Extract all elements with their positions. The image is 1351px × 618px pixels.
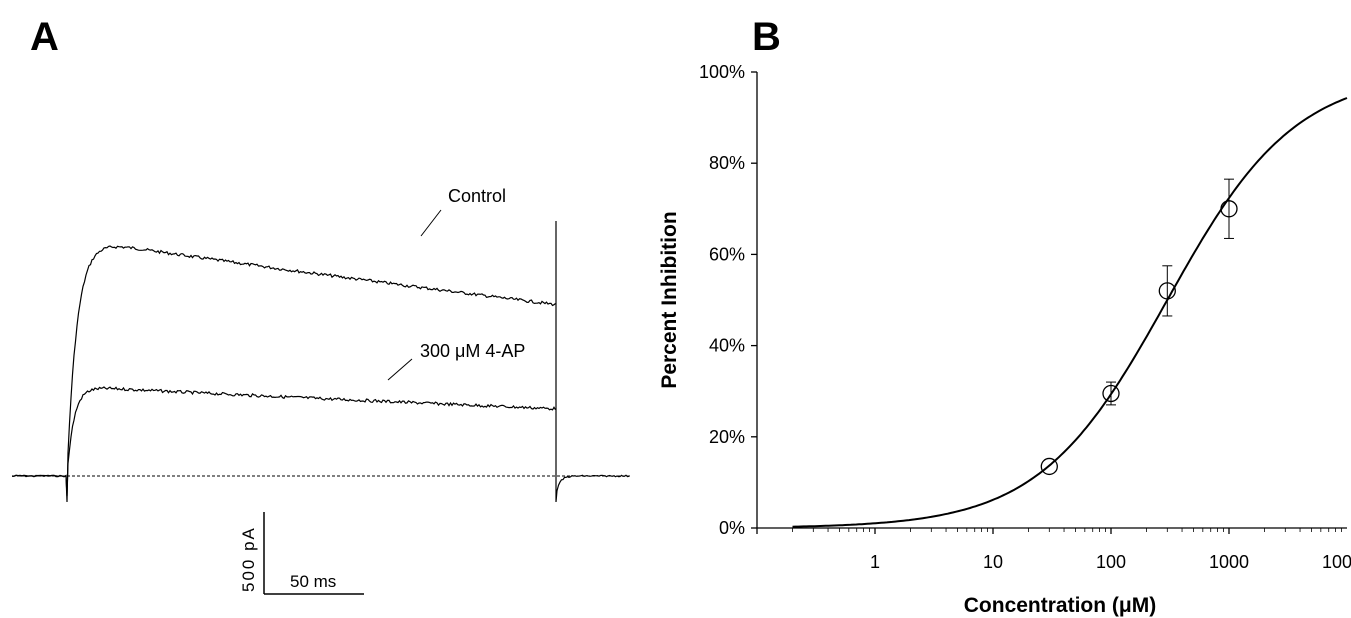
x-tick-label: 10 bbox=[983, 552, 1003, 572]
y-tick-label: 40% bbox=[709, 336, 745, 356]
data-point bbox=[1158, 282, 1176, 300]
panel-a: A Control 300 μM 4-AP 500 pA 50 ms bbox=[0, 0, 660, 618]
drug-trace-label: 300 μM 4-AP bbox=[420, 341, 525, 361]
control-trace-label: Control bbox=[448, 186, 506, 206]
panel-a-letter: A bbox=[30, 15, 59, 59]
data-point bbox=[1102, 384, 1120, 403]
current-scale-label: 500 pA bbox=[239, 526, 258, 592]
x-tick-label: 1000 bbox=[1209, 552, 1249, 572]
trace-control bbox=[11, 245, 556, 503]
data-point bbox=[1220, 200, 1238, 218]
data-point bbox=[1040, 457, 1058, 476]
y-tick-label: 100% bbox=[699, 62, 745, 82]
dose-response-chart: B 0% 20% 40% 60% 80% 100% 1 10 100 1000 10000 Con… bbox=[658, 15, 1351, 617]
panel-b: B 0% 20% 40% 60% 80% 100% 1 10 100 1000 10000 Con… bbox=[640, 0, 1351, 618]
control-label-pointer bbox=[420, 209, 442, 237]
panel-b-letter: B bbox=[752, 15, 781, 59]
x-axis-title: Concentration (μM) bbox=[964, 594, 1157, 617]
panel-a-figure: A Control 300 μM 4-AP 500 pA 50 ms bbox=[11, 15, 630, 595]
x-tick-label: 10000 bbox=[1322, 552, 1351, 572]
trace-tail bbox=[555, 221, 630, 503]
y-tick-label: 0% bbox=[719, 518, 745, 538]
x-tick-label: 100 bbox=[1096, 552, 1126, 572]
y-tick-label: 80% bbox=[709, 153, 745, 173]
trace-drug bbox=[12, 386, 557, 497]
scale-bar: 500 pA 50 ms bbox=[239, 512, 364, 595]
y-axis-ticks: 0% 20% 40% 60% 80% 100% bbox=[699, 62, 757, 538]
y-axis-title: Percent Inhibition bbox=[658, 211, 681, 388]
y-tick-label: 20% bbox=[709, 427, 745, 447]
data-points-group bbox=[1040, 178, 1238, 476]
fit-curve-group bbox=[792, 97, 1348, 528]
x-axis-ticks: 1 10 100 1000 10000 bbox=[756, 528, 1351, 572]
drug-label-pointer bbox=[387, 358, 413, 381]
time-scale-label: 50 ms bbox=[290, 572, 336, 591]
fit-curve bbox=[792, 97, 1348, 528]
x-tick-label: 1 bbox=[870, 552, 880, 572]
current-traces bbox=[11, 221, 630, 503]
y-tick-label: 60% bbox=[709, 244, 745, 264]
